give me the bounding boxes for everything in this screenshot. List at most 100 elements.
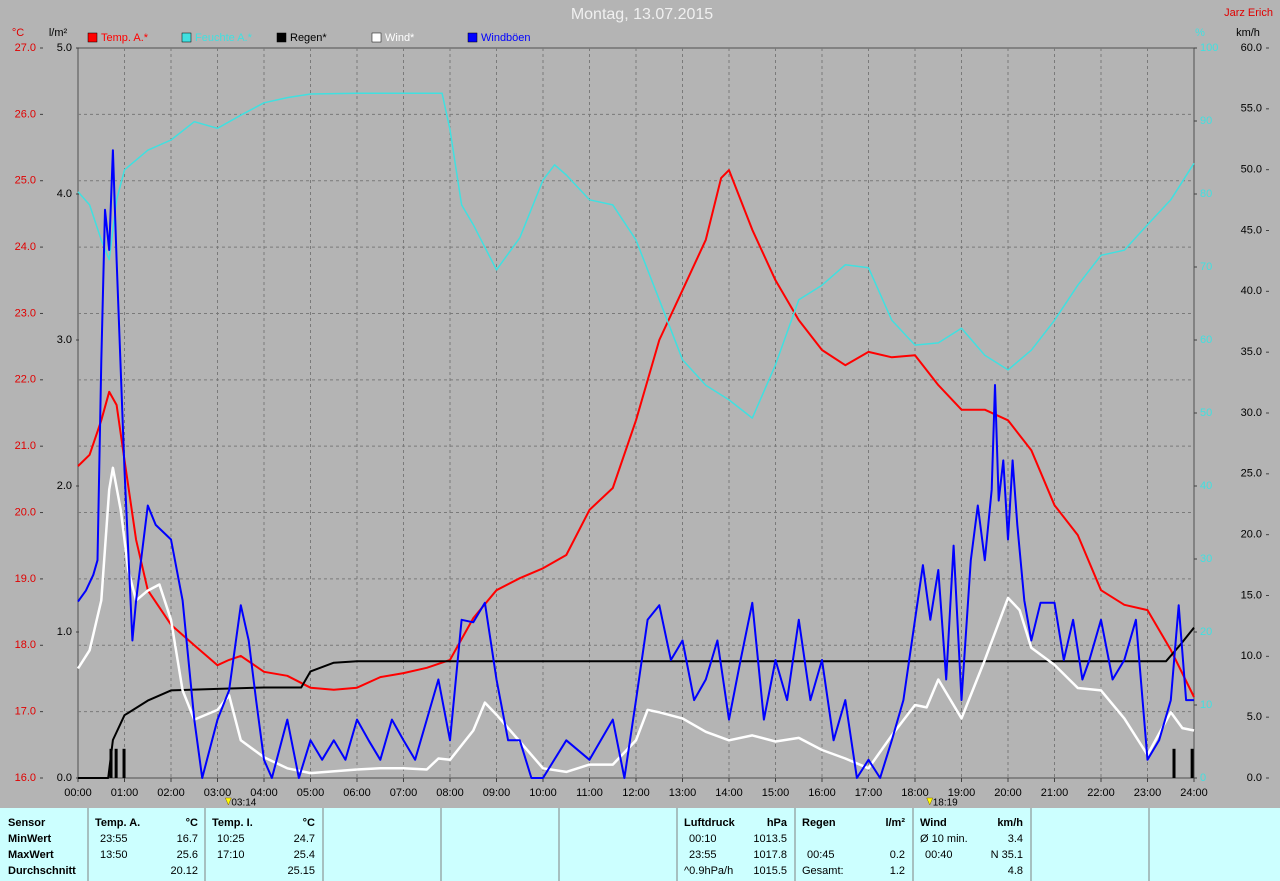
summary-table-bg: [0, 808, 1280, 881]
y3-tick-label: 10: [1200, 699, 1212, 711]
column-unit: hPa: [767, 817, 788, 829]
author: Jarz Erich: [1224, 7, 1273, 19]
legend-swatch: [87, 32, 98, 43]
series-line: [76, 466, 1195, 775]
x-tick-label: 02:00: [157, 787, 185, 799]
cell-label: 10:25: [217, 833, 245, 845]
cell-value: 25.4: [294, 849, 315, 861]
legend-label: Windböen: [481, 32, 531, 44]
x-tick-label: 00:00: [64, 787, 92, 799]
y-tick-label: 21.0: [15, 440, 36, 452]
y-tick-label: 26.0: [15, 108, 36, 120]
cell-label: Gesamt:: [802, 865, 844, 877]
cell-label: 00:40: [925, 849, 953, 861]
y-tick-label: 27.0: [15, 42, 36, 54]
x-tick-label: 14:00: [715, 787, 743, 799]
cell-value: 1.2: [890, 865, 905, 877]
legend-swatch: [276, 32, 287, 43]
y3-tick-label: 80: [1200, 188, 1212, 200]
y2-tick-label: 2.0: [57, 480, 72, 492]
y-tick-label: 17.0: [15, 706, 36, 718]
cell-value: 20.12: [170, 865, 198, 877]
y4-tick-label: 5.0: [1247, 711, 1262, 723]
y4-tick-label: 50.0: [1241, 164, 1262, 176]
row-label: Sensor: [8, 817, 46, 829]
cell-label: 13:50: [100, 849, 128, 861]
x-tick-label: 11:00: [576, 787, 603, 799]
column-unit: °C: [303, 817, 315, 829]
y4-tick-label: 20.0: [1241, 529, 1262, 541]
legend-swatch: [467, 32, 478, 43]
x-tick-label: 16:00: [808, 787, 836, 799]
y4-unit: km/h: [1236, 27, 1260, 39]
cell-label: 00:10: [689, 833, 717, 845]
y3-tick-label: 60: [1200, 334, 1212, 346]
cell-value: 4.8: [1008, 865, 1023, 877]
y4-tick-label: 35.0: [1241, 346, 1262, 358]
y-tick-label: 18.0: [15, 639, 36, 651]
series-line: [77, 92, 1195, 419]
series-line: [77, 169, 1195, 698]
y4-tick-label: 10.0: [1241, 650, 1262, 662]
y-tick-label: 19.0: [15, 573, 36, 585]
cell-value: 25.15: [287, 865, 315, 877]
legend-label: Regen*: [290, 32, 327, 44]
x-tick-label: 24:00: [1180, 787, 1208, 799]
chart-title: Montag, 13.07.2015: [571, 6, 713, 23]
column-header: Wind: [920, 817, 947, 829]
y2-tick-label: 0.0: [57, 772, 72, 784]
cell-value: 16.7: [177, 833, 198, 845]
x-tick-label: 08:00: [436, 787, 464, 799]
time-marker: [224, 797, 232, 806]
y3-tick-label: 70: [1200, 261, 1212, 273]
x-tick-label: 18:00: [901, 787, 929, 799]
x-tick-label: 23:00: [1134, 787, 1162, 799]
y3-unit: %: [1195, 27, 1205, 39]
x-tick-label: 22:00: [1087, 787, 1115, 799]
x-tick-label: 06:00: [343, 787, 371, 799]
time-marker-label: 03:14: [231, 798, 256, 809]
legend-swatch: [181, 32, 192, 43]
y4-tick-label: 45.0: [1241, 224, 1262, 236]
series-line: [78, 626, 1195, 779]
y4-tick-label: 25.0: [1241, 468, 1262, 480]
y3-tick-label: 40: [1200, 480, 1212, 492]
rain-bar: [109, 748, 113, 778]
column-unit: l/m²: [885, 817, 905, 829]
y2-tick-label: 1.0: [57, 626, 72, 638]
y3-tick-label: 0: [1200, 772, 1206, 784]
x-tick-label: 15:00: [762, 787, 790, 799]
y3-tick-label: 100: [1200, 42, 1218, 54]
y-tick-label: 23.0: [15, 307, 36, 319]
series-line: [77, 149, 1194, 779]
x-tick-label: 21:00: [1041, 787, 1069, 799]
y4-tick-label: 55.0: [1241, 103, 1262, 115]
rain-bar: [122, 748, 126, 778]
row-label: Durchschnitt: [8, 865, 76, 877]
rain-bar: [1190, 748, 1194, 778]
cell-value: 0.2: [890, 849, 905, 861]
column-unit: km/h: [997, 817, 1023, 829]
cell-value: 24.7: [294, 833, 315, 845]
legend-label: Wind*: [385, 32, 415, 44]
y2-tick-label: 3.0: [57, 334, 72, 346]
x-tick-label: 20:00: [994, 787, 1022, 799]
cell-value: 1015.5: [753, 865, 787, 877]
time-marker-label: 18:19: [933, 798, 958, 809]
cell-label: 23:55: [689, 849, 717, 861]
y-unit: °C: [12, 27, 24, 39]
column-header: Luftdruck: [684, 817, 736, 829]
x-tick-label: 05:00: [297, 787, 325, 799]
y-tick-label: 25.0: [15, 175, 36, 187]
x-tick-label: 12:00: [622, 787, 650, 799]
y3-tick-label: 20: [1200, 626, 1212, 638]
cell-value: 25.6: [177, 849, 198, 861]
y2-tick-label: 4.0: [57, 188, 72, 200]
x-tick-label: 01:00: [111, 787, 139, 799]
x-tick-label: 04:00: [250, 787, 278, 799]
legend-label: Feuchte A.*: [195, 32, 253, 44]
y4-tick-label: 60.0: [1241, 42, 1262, 54]
y-tick-label: 24.0: [15, 241, 36, 253]
y-tick-label: 22.0: [15, 374, 36, 386]
